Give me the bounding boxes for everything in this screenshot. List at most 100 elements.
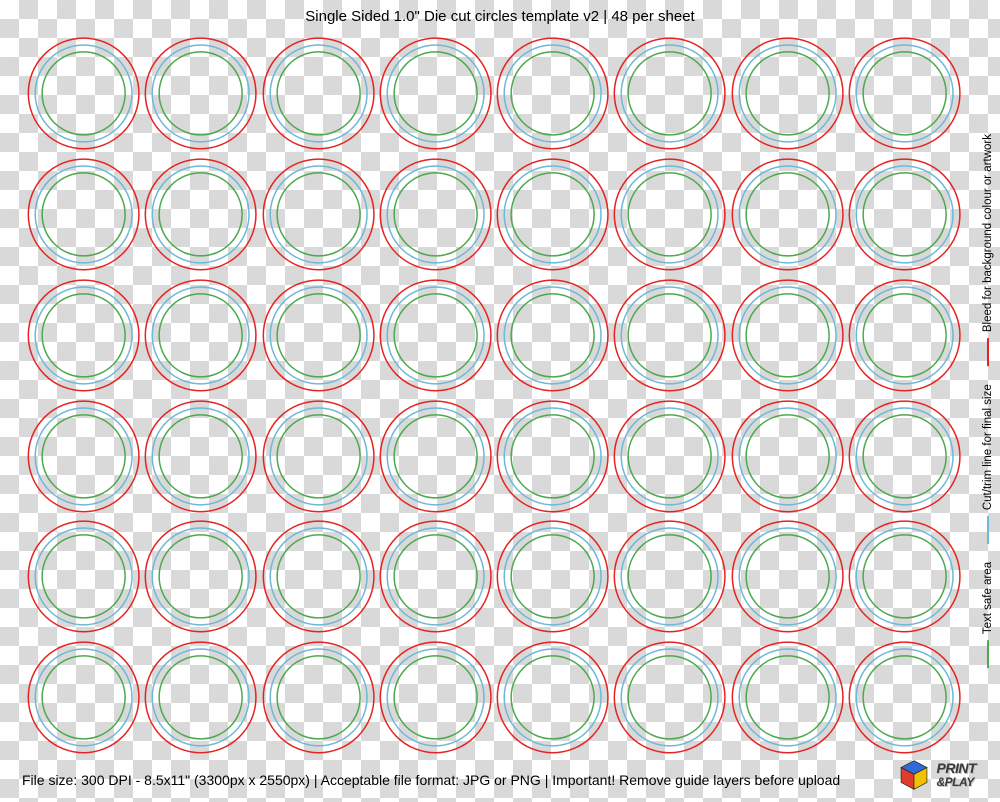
die-cut-cell — [261, 397, 376, 516]
bleed-circle — [263, 159, 374, 270]
cut-circle — [387, 528, 484, 625]
safe-circle — [42, 294, 125, 377]
bleed-circle — [263, 521, 374, 632]
die-cut-cell — [847, 397, 962, 516]
die-cut-cell — [612, 155, 727, 274]
die-cut-cell — [730, 276, 845, 395]
die-cut-cell — [143, 397, 258, 516]
safe-circle — [277, 173, 360, 256]
bleed-circle — [263, 38, 374, 149]
safe-circle — [863, 414, 946, 497]
die-cut-cell — [730, 638, 845, 757]
safe-circle — [42, 414, 125, 497]
die-cut-cell — [612, 517, 727, 636]
safe-circle — [511, 656, 594, 739]
cut-circle — [739, 649, 836, 746]
die-cut-cell — [495, 34, 610, 153]
safe-circle — [746, 656, 829, 739]
cut-circle — [856, 528, 953, 625]
die-cut-cell — [847, 276, 962, 395]
cut-circle — [504, 528, 601, 625]
die-cut-cell — [495, 155, 610, 274]
cut-circle — [739, 45, 836, 142]
bleed-circle — [28, 521, 139, 632]
safe-circle — [159, 535, 242, 618]
cut-circle — [35, 528, 132, 625]
bleed-circle — [615, 642, 726, 753]
safe-circle — [42, 535, 125, 618]
legend-safe-line — [987, 640, 989, 668]
legend-safe: Text safe area — [982, 562, 994, 668]
cut-circle — [270, 287, 367, 384]
die-cut-cell — [143, 276, 258, 395]
cut-circle — [270, 166, 367, 263]
safe-circle — [159, 52, 242, 135]
die-cut-cell — [495, 517, 610, 636]
safe-circle — [277, 535, 360, 618]
die-cut-cell — [26, 34, 141, 153]
legend-safe-label: Text safe area — [982, 562, 994, 634]
cut-circle — [621, 408, 718, 505]
bleed-circle — [849, 401, 960, 512]
safe-circle — [42, 656, 125, 739]
bleed-circle — [615, 521, 726, 632]
safe-circle — [277, 294, 360, 377]
cut-circle — [387, 408, 484, 505]
bleed-circle — [497, 401, 608, 512]
safe-circle — [159, 656, 242, 739]
bleed-circle — [497, 280, 608, 391]
legend-bleed-label: Bleed for background colour or artwork — [982, 134, 994, 332]
cut-circle — [504, 45, 601, 142]
bleed-circle — [263, 401, 374, 512]
cut-circle — [621, 166, 718, 263]
safe-circle — [863, 656, 946, 739]
safe-circle — [746, 173, 829, 256]
bleed-circle — [146, 159, 257, 270]
cut-circle — [387, 45, 484, 142]
safe-circle — [394, 414, 477, 497]
safe-circle — [159, 414, 242, 497]
legend: Text safe area Cut/trim line for final s… — [982, 134, 994, 668]
safe-circle — [511, 173, 594, 256]
bleed-circle — [146, 280, 257, 391]
safe-circle — [863, 294, 946, 377]
die-cut-cell — [612, 397, 727, 516]
bleed-circle — [615, 159, 726, 270]
logo-text: PRINT &PLAY — [937, 762, 977, 787]
safe-circle — [42, 173, 125, 256]
bleed-circle — [497, 159, 608, 270]
bleed-circle — [380, 642, 491, 753]
cut-circle — [739, 408, 836, 505]
bleed-circle — [263, 642, 374, 753]
cut-circle — [270, 649, 367, 746]
cut-circle — [387, 287, 484, 384]
cut-circle — [621, 287, 718, 384]
bleed-circle — [263, 280, 374, 391]
bleed-circle — [380, 401, 491, 512]
cut-circle — [621, 528, 718, 625]
cut-circle — [504, 287, 601, 384]
die-cut-cell — [143, 517, 258, 636]
safe-circle — [511, 52, 594, 135]
legend-cut-label: Cut/trim line for final size — [982, 384, 994, 510]
cut-circle — [504, 408, 601, 505]
cut-circle — [270, 45, 367, 142]
cut-circle — [387, 166, 484, 263]
bleed-circle — [380, 38, 491, 149]
template-sheet: Single Sided 1.0" Die cut circles templa… — [0, 0, 1000, 802]
cut-circle — [35, 166, 132, 263]
die-cut-cell — [261, 34, 376, 153]
bleed-circle — [732, 280, 843, 391]
bleed-circle — [849, 159, 960, 270]
die-cut-cell — [612, 638, 727, 757]
safe-circle — [277, 414, 360, 497]
die-cut-cell — [26, 517, 141, 636]
bleed-circle — [28, 401, 139, 512]
die-cut-cell — [143, 155, 258, 274]
cut-circle — [387, 649, 484, 746]
safe-circle — [863, 173, 946, 256]
safe-circle — [511, 294, 594, 377]
cut-circle — [152, 528, 249, 625]
safe-circle — [277, 52, 360, 135]
die-cut-cell — [261, 276, 376, 395]
